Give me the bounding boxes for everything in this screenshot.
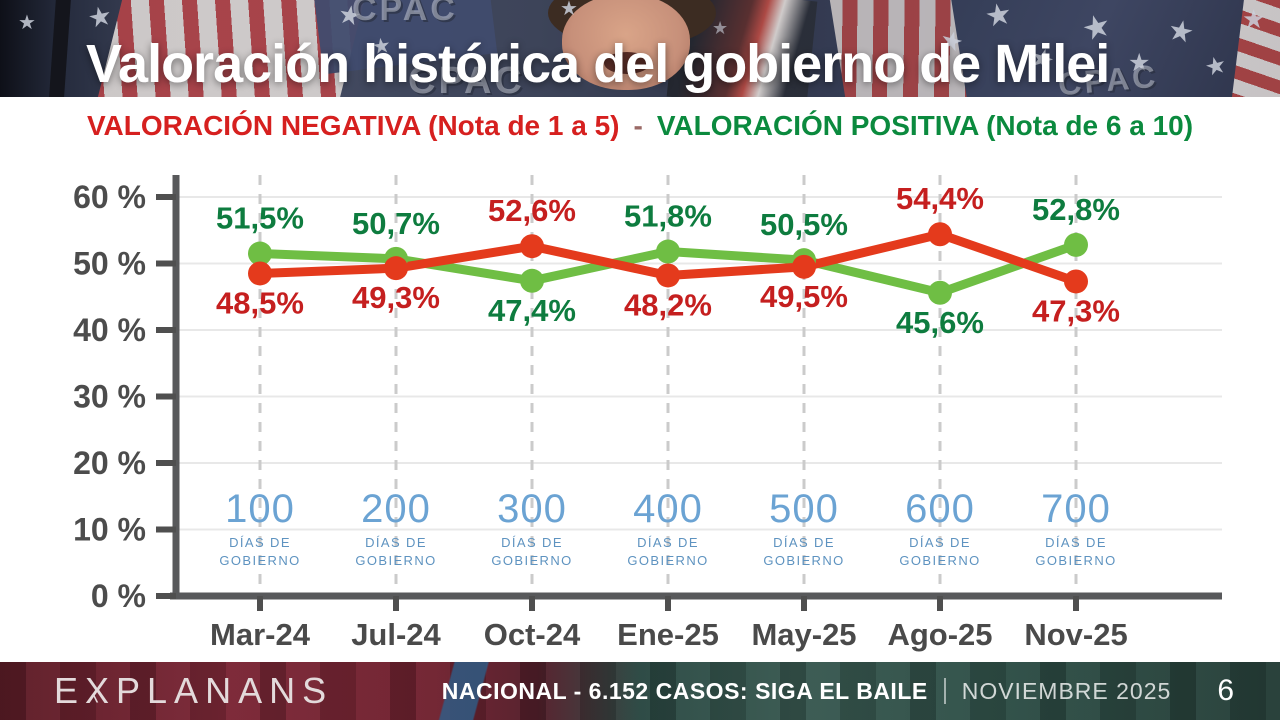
data-point bbox=[656, 263, 680, 288]
days-number: 500 bbox=[769, 487, 839, 531]
hero-banner: CPAC CPAC CPAC Valoración histórica del … bbox=[0, 0, 1280, 97]
data-point bbox=[248, 261, 272, 286]
data-point bbox=[520, 268, 544, 293]
x-axis-label: Jul-24 bbox=[351, 617, 441, 652]
days-caption: GOBIERNO bbox=[491, 553, 572, 568]
days-caption: DÍAS DE bbox=[909, 535, 971, 550]
data-point bbox=[656, 239, 680, 264]
star-icon bbox=[560, 0, 578, 21]
page-number: 6 bbox=[1217, 674, 1234, 707]
x-axis-label: Oct-24 bbox=[484, 617, 581, 652]
days-caption: DÍAS DE bbox=[501, 535, 563, 550]
days-caption: DÍAS DE bbox=[365, 535, 427, 550]
data-label: 50,5% bbox=[760, 207, 848, 242]
footer-date: NOVIEMBRE 2025 bbox=[961, 677, 1172, 704]
data-point bbox=[1064, 269, 1088, 294]
days-caption: DÍAS DE bbox=[229, 535, 291, 550]
data-label: 47,3% bbox=[1032, 293, 1120, 328]
x-axis-label: Nov-25 bbox=[1024, 617, 1127, 652]
line-chart-svg: 0 % 10 % 20 % 30 % 40 % 50 % 60 % Mar-24 Jul-24 O… bbox=[73, 175, 1222, 652]
days-number: 700 bbox=[1041, 487, 1111, 531]
days-number: 200 bbox=[361, 487, 431, 531]
days-caption: GOBIERNO bbox=[899, 553, 980, 568]
y-axis-label: 60 % bbox=[73, 179, 146, 215]
star-icon bbox=[982, 0, 1015, 35]
days-number: 300 bbox=[497, 487, 567, 531]
data-label: 51,5% bbox=[216, 201, 304, 236]
x-axis-label: Ene-25 bbox=[617, 617, 719, 652]
legend-separator: - bbox=[633, 110, 643, 141]
valuation-line-chart: 0 % 10 % 20 % 30 % 40 % 50 % 60 % Mar-24 Jul-24 O… bbox=[0, 155, 1280, 662]
cpac-backdrop-text: CPAC bbox=[352, 0, 458, 28]
logo-caret-icon: ^ bbox=[88, 690, 99, 715]
data-point bbox=[384, 256, 408, 281]
data-label: 47,4% bbox=[488, 293, 576, 328]
y-axis-label: 0 % bbox=[91, 578, 146, 614]
data-point bbox=[1064, 232, 1088, 257]
x-axis-label: Mar-24 bbox=[210, 617, 311, 652]
y-axis-label: 20 % bbox=[73, 445, 146, 481]
data-label: 51,8% bbox=[624, 199, 712, 234]
data-label: 54,4% bbox=[896, 181, 984, 216]
data-point bbox=[928, 222, 952, 247]
days-caption: GOBIERNO bbox=[627, 553, 708, 568]
days-caption: GOBIERNO bbox=[219, 553, 300, 568]
days-caption: GOBIERNO bbox=[355, 553, 436, 568]
days-caption: DÍAS DE bbox=[773, 535, 835, 550]
footer: EXPLANANS ^ NACIONAL - 6.152 CASOS: SIGA … bbox=[0, 662, 1280, 720]
footer-stats-bold: SIGA EL BAILE bbox=[755, 677, 928, 704]
data-label: 49,3% bbox=[352, 280, 440, 315]
x-axis-label: May-25 bbox=[751, 617, 856, 652]
data-point bbox=[520, 234, 544, 259]
data-label: 45,6% bbox=[896, 305, 984, 340]
speaker-mouth bbox=[604, 52, 650, 74]
footer-blue-wedge bbox=[428, 662, 498, 720]
cpac-backdrop-text: CPAC bbox=[408, 60, 525, 97]
days-number: 400 bbox=[633, 487, 703, 531]
legend-positive-label: VALORACIÓN POSITIVA (Nota de 6 a 10) bbox=[656, 110, 1194, 141]
footer-stats-regular: NACIONAL - 6.152 CASOS: bbox=[441, 677, 749, 704]
days-caption: GOBIERNO bbox=[1035, 553, 1116, 568]
x-axis-label: Ago-25 bbox=[887, 617, 992, 652]
data-label: 48,5% bbox=[216, 285, 304, 320]
days-number: 100 bbox=[225, 487, 295, 531]
days-caption: GOBIERNO bbox=[763, 553, 844, 568]
data-label: 50,7% bbox=[352, 206, 440, 241]
explanans-logo: EXPLANANS ^ bbox=[54, 670, 334, 715]
star-icon bbox=[1242, 4, 1265, 35]
page-title: Valoración histórica del gobierno de Mil… bbox=[86, 34, 1110, 94]
flag-pole bbox=[47, 0, 72, 97]
speaker-face bbox=[562, 0, 690, 90]
days-number: 600 bbox=[905, 487, 975, 531]
footer-divider bbox=[943, 678, 946, 704]
legend-negative-label: VALORACIÓN NEGATIVA (Nota de 1 a 5) bbox=[86, 110, 620, 141]
y-axis-label: 40 % bbox=[73, 312, 146, 348]
chart-legend: VALORACIÓN NEGATIVA (Nota de 1 a 5) - VA… bbox=[0, 97, 1280, 155]
star-icon bbox=[18, 10, 36, 35]
days-caption: DÍAS DE bbox=[637, 535, 699, 550]
data-label: 52,6% bbox=[488, 193, 576, 228]
data-label: 48,2% bbox=[624, 287, 712, 322]
data-label: 52,8% bbox=[1032, 192, 1120, 227]
y-axis-label: 50 % bbox=[73, 246, 146, 282]
explanans-logo-text: EXPLANANS bbox=[54, 670, 334, 711]
star-icon bbox=[85, 0, 115, 35]
data-label: 49,5% bbox=[760, 279, 848, 314]
footer-info: NACIONAL - 6.152 CASOS: SIGA EL BAILE NOV… bbox=[442, 674, 1234, 708]
days-caption: DÍAS DE bbox=[1045, 535, 1107, 550]
data-point bbox=[248, 241, 272, 266]
footer-stats: NACIONAL - 6.152 CASOS: SIGA EL BAILE bbox=[442, 678, 928, 705]
data-point bbox=[792, 254, 816, 279]
data-point bbox=[928, 280, 952, 305]
y-axis-label: 10 % bbox=[73, 512, 146, 548]
y-axis-label: 30 % bbox=[73, 379, 146, 415]
